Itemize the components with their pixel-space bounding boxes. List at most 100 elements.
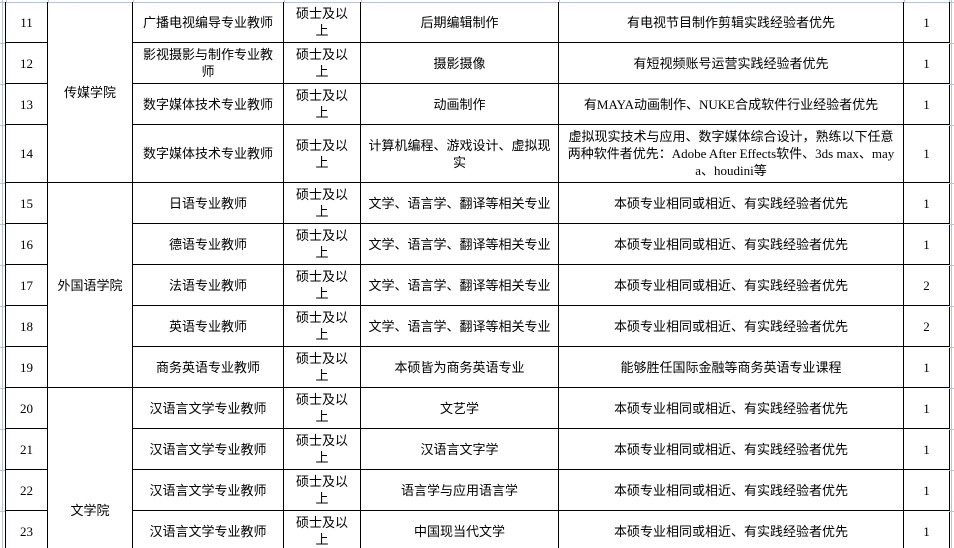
college-cell[interactable]: 文学院 [47, 387, 133, 548]
top-gridline-stub [48, 0, 49, 2]
row-boundary-tick [0, 183, 5, 184]
count-cell[interactable]: 1 [903, 182, 950, 224]
row-boundary-tick [949, 183, 954, 184]
note-cell[interactable]: 本硕专业相同或相近、有实践经验者优先 [558, 428, 904, 470]
count-cell[interactable]: 1 [903, 387, 950, 429]
count-cell[interactable]: 1 [903, 510, 950, 548]
note-cell[interactable]: 虚拟现实技术与应用、数字媒体综合设计，熟练以下任意两种软件者优先：Adobe A… [558, 124, 904, 183]
note-cell[interactable]: 本硕专业相同或相近、有实践经验者优先 [558, 469, 904, 511]
row-boundary-tick [0, 84, 5, 85]
note-cell[interactable]: 本硕专业相同或相近、有实践经验者优先 [558, 182, 904, 224]
position-cell[interactable]: 汉语言文学专业教师 [132, 510, 284, 548]
row-number-cell[interactable]: 18 [5, 305, 48, 347]
major-cell[interactable]: 后期编辑制作 [360, 2, 559, 43]
count-cell[interactable]: 2 [903, 264, 950, 306]
major-cell[interactable]: 计算机编程、游戏设计、虚拟现实 [360, 124, 559, 183]
row-boundary-tick [0, 43, 5, 44]
count-cell[interactable]: 1 [903, 2, 950, 43]
right-edge-gridline [951, 0, 952, 548]
note-cell[interactable]: 有电视节目制作剪辑实践经验者优先 [558, 2, 904, 43]
position-cell[interactable]: 数字媒体技术专业教师 [132, 83, 284, 125]
count-cell[interactable]: 1 [903, 223, 950, 265]
row-number-cell[interactable]: 15 [5, 182, 48, 224]
count-cell[interactable]: 2 [903, 305, 950, 347]
degree-cell[interactable]: 硕士及以上 [283, 428, 361, 470]
row-number-cell[interactable]: 22 [5, 469, 48, 511]
note-cell[interactable]: 本硕专业相同或相近、有实践经验者优先 [558, 223, 904, 265]
row-number-cell[interactable]: 17 [5, 264, 48, 306]
row-number-cell[interactable]: 12 [5, 42, 48, 84]
row-boundary-tick [949, 511, 954, 512]
position-cell[interactable]: 商务英语专业教师 [132, 346, 284, 388]
position-cell[interactable]: 英语专业教师 [132, 305, 284, 347]
note-cell[interactable]: 能够胜任国际金融等商务英语专业课程 [558, 346, 904, 388]
row-number-cell[interactable]: 19 [5, 346, 48, 388]
row-number-cell[interactable]: 11 [5, 2, 48, 43]
college-cell[interactable]: 外国语学院 [47, 182, 133, 388]
top-gridline-stub [6, 0, 7, 2]
note-cell[interactable]: 有MAYA动画制作、NUKE合成软件行业经验者优先 [558, 83, 904, 125]
college-cell[interactable]: 传媒学院 [47, 2, 133, 183]
top-gridline-stub [133, 0, 134, 2]
position-cell[interactable]: 影视摄影与制作专业教师 [132, 42, 284, 84]
major-cell[interactable]: 语言学与应用语言学 [360, 469, 559, 511]
count-cell[interactable]: 1 [903, 42, 950, 84]
major-cell[interactable]: 文学、语言学、翻译等相关专业 [360, 264, 559, 306]
degree-cell[interactable]: 硕士及以上 [283, 264, 361, 306]
degree-cell[interactable]: 硕士及以上 [283, 124, 361, 183]
table-row: 17 法语专业教师 硕士及以上 文学、语言学、翻译等相关专业 本硕专业相同或相近、有实践… [5, 264, 950, 306]
row-boundary-tick [949, 265, 954, 266]
position-cell[interactable]: 法语专业教师 [132, 264, 284, 306]
row-number-cell[interactable]: 23 [5, 510, 48, 548]
row-number-cell[interactable]: 16 [5, 223, 48, 265]
count-cell[interactable]: 1 [903, 346, 950, 388]
row-number-cell[interactable]: 20 [5, 387, 48, 429]
major-cell[interactable]: 汉语言文字学 [360, 428, 559, 470]
note-cell[interactable]: 有短视频账号运营实践经验者优先 [558, 42, 904, 84]
degree-cell[interactable]: 硕士及以上 [283, 2, 361, 43]
row-boundary-tick [949, 470, 954, 471]
note-cell[interactable]: 本硕专业相同或相近、有实践经验者优先 [558, 510, 904, 548]
row-boundary-tick [0, 347, 5, 348]
major-cell[interactable]: 文学、语言学、翻译等相关专业 [360, 223, 559, 265]
position-cell[interactable]: 汉语言文学专业教师 [132, 428, 284, 470]
row-number-cell[interactable]: 13 [5, 83, 48, 125]
degree-cell[interactable]: 硕士及以上 [283, 42, 361, 84]
position-cell[interactable]: 汉语言文学专业教师 [132, 387, 284, 429]
major-cell[interactable]: 本硕皆为商务英语专业 [360, 346, 559, 388]
top-gridline-stub [284, 0, 285, 2]
count-cell[interactable]: 1 [903, 469, 950, 511]
major-cell[interactable]: 文学、语言学、翻译等相关专业 [360, 182, 559, 224]
major-cell[interactable]: 文学、语言学、翻译等相关专业 [360, 305, 559, 347]
row-boundary-tick [949, 84, 954, 85]
count-cell[interactable]: 1 [903, 124, 950, 183]
row-number-cell[interactable]: 14 [5, 124, 48, 183]
position-cell[interactable]: 广播电视编导专业教师 [132, 2, 284, 43]
count-cell[interactable]: 1 [903, 428, 950, 470]
degree-cell[interactable]: 硕士及以上 [283, 387, 361, 429]
table-row: 16 德语专业教师 硕士及以上 文学、语言学、翻译等相关专业 本硕专业相同或相近、有实践… [5, 223, 950, 265]
degree-cell[interactable]: 硕士及以上 [283, 469, 361, 511]
table-row: 22 汉语言文学专业教师 硕士及以上 语言学与应用语言学 本硕专业相同或相近、有实践经验… [5, 469, 950, 511]
degree-cell[interactable]: 硕士及以上 [283, 182, 361, 224]
degree-cell[interactable]: 硕士及以上 [283, 305, 361, 347]
major-cell[interactable]: 动画制作 [360, 83, 559, 125]
position-cell[interactable]: 数字媒体技术专业教师 [132, 124, 284, 183]
degree-cell[interactable]: 硕士及以上 [283, 223, 361, 265]
row-boundary-tick [0, 125, 5, 126]
row-number-cell[interactable]: 21 [5, 428, 48, 470]
note-cell[interactable]: 本硕专业相同或相近、有实践经验者优先 [558, 264, 904, 306]
note-cell[interactable]: 本硕专业相同或相近、有实践经验者优先 [558, 305, 904, 347]
table-row: 11 传媒学院 广播电视编导专业教师 硕士及以上 后期编辑制作 有电视节目制作剪辑实践经验… [5, 2, 950, 183]
degree-cell[interactable]: 硕士及以上 [283, 346, 361, 388]
degree-cell[interactable]: 硕士及以上 [283, 83, 361, 125]
degree-cell[interactable]: 硕士及以上 [283, 510, 361, 548]
major-cell[interactable]: 中国现当代文学 [360, 510, 559, 548]
position-cell[interactable]: 德语专业教师 [132, 223, 284, 265]
position-cell[interactable]: 汉语言文学专业教师 [132, 469, 284, 511]
note-cell[interactable]: 本硕专业相同或相近、有实践经验者优先 [558, 387, 904, 429]
major-cell[interactable]: 文艺学 [360, 387, 559, 429]
position-cell[interactable]: 日语专业教师 [132, 182, 284, 224]
count-cell[interactable]: 1 [903, 83, 950, 125]
major-cell[interactable]: 摄影摄像 [360, 42, 559, 84]
